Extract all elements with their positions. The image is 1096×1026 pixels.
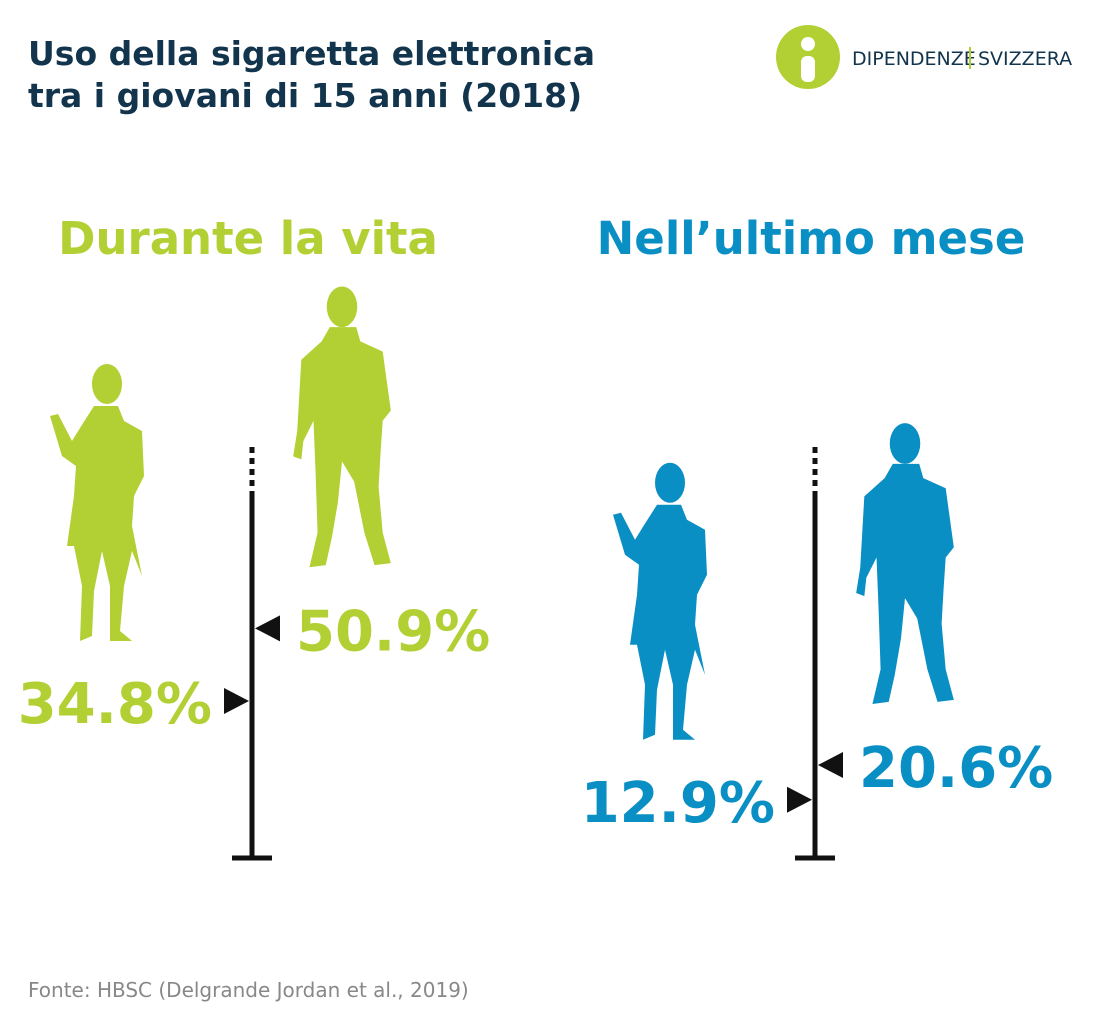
body: [293, 327, 391, 568]
head: [92, 363, 122, 404]
logo-text: DIPENDENZE: [852, 48, 976, 70]
value-label: 34.8%: [18, 672, 212, 737]
value-label: 50.9%: [296, 599, 490, 664]
silhouette: [293, 286, 391, 568]
value-marker: [255, 615, 280, 642]
value-label: 20.6%: [859, 736, 1053, 801]
value-marker: [787, 786, 812, 813]
silhouette-body: [613, 462, 707, 740]
silhouette-body: [856, 423, 954, 704]
logo-bar: [801, 56, 815, 82]
section-title: Durante la vita: [58, 212, 438, 265]
head: [889, 423, 921, 464]
silhouette-body: [50, 363, 144, 641]
logo: DIPENDENZE SVIZZERA: [776, 25, 1072, 89]
section-title: Nell’ultimo mese: [597, 212, 1026, 265]
value-label: 12.9%: [581, 771, 775, 836]
body: [613, 504, 707, 740]
silhouette: [50, 363, 144, 641]
head: [326, 286, 358, 328]
source: Fonte: HBSC (Delgrande Jordan et al., 20…: [28, 978, 469, 1002]
logo-separator: [969, 47, 971, 69]
body: [856, 463, 954, 704]
value-marker: [818, 752, 843, 779]
logo-dot: [801, 37, 815, 51]
silhouette-body: [293, 286, 391, 568]
silhouette: [856, 423, 954, 704]
value-marker: [224, 687, 249, 714]
silhouette: [613, 462, 707, 740]
body: [50, 405, 144, 641]
head: [655, 462, 685, 503]
logo-text: SVIZZERA: [978, 48, 1072, 70]
title: Uso della sigaretta elettronica tra i gio…: [28, 34, 595, 115]
